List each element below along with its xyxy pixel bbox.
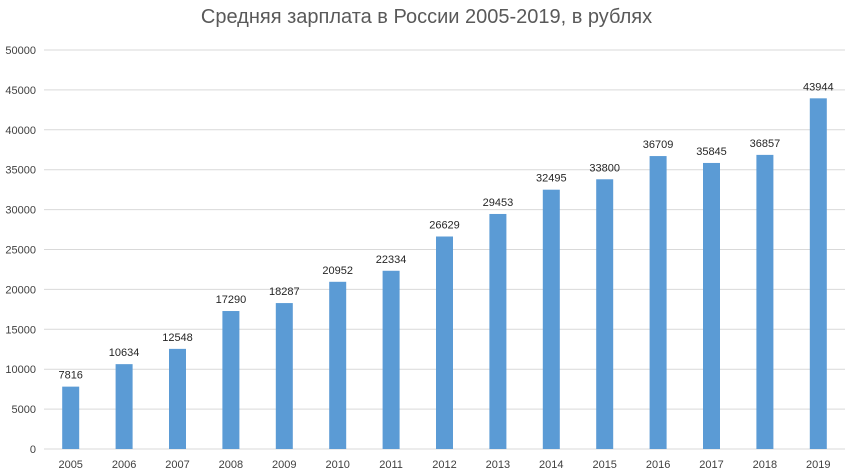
y-tick-label: 35000 [5,165,36,177]
x-tick-label: 2019 [806,459,830,471]
y-tick-label: 25000 [5,245,36,257]
x-tick-label: 2008 [219,459,243,471]
x-tick-label: 2015 [592,459,616,471]
data-label: 36857 [750,138,781,150]
y-tick-label: 45000 [5,85,36,97]
x-tick-label: 2017 [699,459,723,471]
y-tick-label: 10000 [5,364,36,376]
data-label: 29453 [483,197,514,209]
bar-2005 [62,386,80,449]
x-tick-label: 2011 [379,459,403,471]
bar-2009 [275,303,293,449]
y-tick-label: 30000 [5,205,36,217]
bar-2008 [222,311,240,449]
bar-2016 [649,156,667,449]
x-tick-label: 2009 [272,459,296,471]
data-label: 32495 [536,173,567,185]
bar-2006 [115,364,133,449]
bar-2018 [756,154,774,449]
bar-2015 [596,179,614,449]
bar-2019 [809,98,827,450]
data-label: 18287 [269,286,300,298]
bar-2010 [329,281,347,449]
data-label: 35845 [696,146,727,158]
x-tick-label: 2018 [753,459,777,471]
data-label: 7816 [58,370,82,382]
chart-title: Средняя зарплата в России 2005-2019, в р… [200,6,653,28]
data-label: 22334 [376,254,407,266]
x-tick-label: 2014 [539,459,563,471]
x-tick-label: 2010 [325,459,349,471]
data-label: 12548 [162,332,193,344]
y-tick-label: 5000 [12,404,36,416]
data-label: 17290 [216,294,247,306]
bar-2013 [489,213,507,449]
bar-2017 [703,162,720,449]
data-label: 26629 [429,220,460,232]
y-tick-label: 0 [30,444,36,456]
bar-2007 [169,348,186,449]
data-label: 36709 [643,139,674,151]
x-tick-label: 2007 [165,459,189,471]
x-tick-label: 2005 [58,459,82,471]
y-tick-label: 40000 [5,125,36,137]
bar-2012 [436,236,453,449]
x-tick-label: 2013 [486,459,510,471]
data-label: 43944 [803,81,834,93]
data-label: 20952 [322,265,353,277]
bar-2014 [542,189,560,450]
data-label: 10634 [109,347,140,359]
y-tick-label: 15000 [5,324,36,336]
bar-2011 [382,270,400,449]
data-label: 33800 [589,162,620,174]
x-tick-label: 2006 [112,459,136,471]
y-tick-label: 50000 [5,45,36,57]
y-tick-label: 20000 [5,284,36,296]
x-tick-label: 2012 [432,459,456,471]
x-tick-label: 2016 [646,459,670,471]
